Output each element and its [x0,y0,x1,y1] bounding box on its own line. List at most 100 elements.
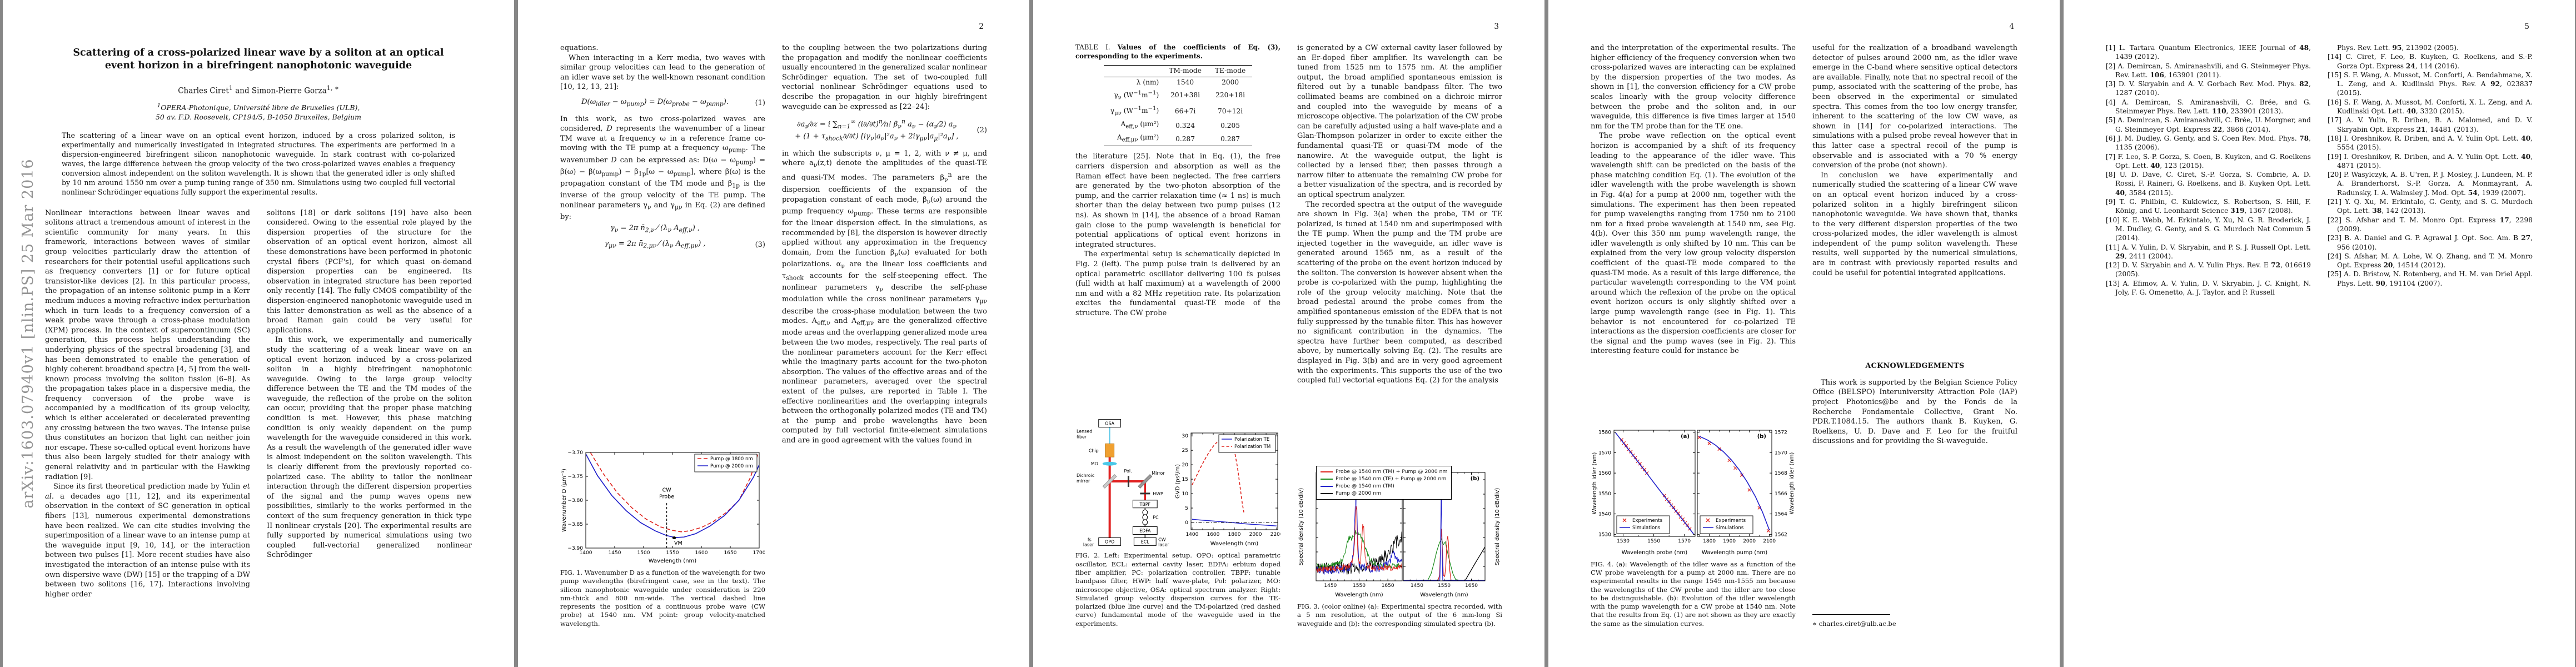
paragraph: is generated by a CW external cavity las… [1297,44,1502,199]
legend-entry: Probe @ 1540 nm (TM) [1321,482,1447,490]
equation-3a: γν = 2π n̄2,ν ⁄ (λν Aeff,ν) , [610,224,700,235]
reference-item: [6] J. M. Dudley, G. Genty, and S. Coen … [2106,134,2311,152]
figure-4b-chart: (b) 1800 1900 2000 2100 1562 1564 1566 1568 1570 1… [1696,426,1796,556]
svg-text:1650: 1650 [1382,583,1394,589]
svg-text:−3.70: −3.70 [567,450,583,456]
reference-item: [18] I. Oreshnikov, R. Driben, and A. V.… [2328,134,2533,152]
reference-item: [20] P. Wasylczyk, A. B. U'ren, P. J. Mo… [2328,171,2533,197]
table-row: λ (nm) 1540 2000 [1136,78,1239,86]
figure-2-caption: FIG. 2. Left: Experimental setup. OPO: o… [1075,551,1280,628]
svg-text:Wavelength (nm): Wavelength (nm) [1210,541,1258,547]
mirror-label: Mirror [1152,471,1165,476]
chip-box [1105,444,1115,458]
svg-text:1570: 1570 [1598,450,1611,456]
svg-text:Wavelength (nm): Wavelength (nm) [1335,592,1383,598]
opo-box [1098,537,1122,546]
svg-text:−3.85: −3.85 [567,522,583,527]
osa-label: OSA [1105,421,1114,426]
paragraph: equations. [560,44,599,52]
dichroic-mirror [1102,474,1117,489]
table-row: γν (W−1m−1) 201+38i 220+18i [1114,90,1245,101]
svg-text:Polarization TE: Polarization TE [1234,437,1269,442]
legend-swatch [1321,471,1333,472]
svg-text:1570: 1570 [1775,450,1787,456]
svg-text:1550: 1550 [1353,583,1366,589]
svg-text:1650: 1650 [724,550,737,556]
paragraph: solitons [18] or dark solitons [19] have… [267,208,472,335]
svg-text:15: 15 [1182,477,1188,482]
abstract: The scattering of a linear wave on an op… [62,131,455,196]
equation-2: ∂aν⁄∂z = i ∑n=1∞ (i∂/∂t)n⁄n! βνn aν − (α… [795,118,987,142]
svg-text:Simulations: Simulations [1632,525,1661,531]
svg-text:1900: 1900 [1723,539,1736,544]
paragraph: to the coupling between the two polariza… [782,44,987,111]
affiliation-line-2: 50 av. F.D. Roosevelt, CP194/5, B-1050 B… [155,112,362,121]
paragraph: The probe wave reflection on the optical… [1591,132,1796,356]
edfa-label: EDFA [1139,529,1151,534]
references-right-column: Phys. Rev. Lett. 95, 213902 (2005). [14] … [2328,43,2533,628]
svg-text:1566: 1566 [1775,491,1787,496]
svg-text:Wavenumber D (μm⁻¹): Wavenumber D (μm⁻¹) [561,469,567,532]
hwp-label: HWP [1153,491,1163,496]
page-number: 3 [1494,22,1499,31]
svg-text:Wavelength idler (nm): Wavelength idler (nm) [1789,452,1795,514]
figure-4: (a) 1530 1550 1570 1530 1540 1550 1560 1570 1580 W… [1591,426,1796,628]
table-1-caption: TABLE I. Values of the coefficients of E… [1075,43,1280,60]
footnote-email: ∗ charles.ciret@ulb.ac.be [1812,620,1896,628]
legend-entry: Pump @ 2000 nm [1321,490,1447,497]
page-1: arXiv:1603.07940v1 [nlin.PS] 25 Mar 2016… [3,0,514,667]
reference-item: [22] S. Afshar and T. M. Monro Opt. Expr… [2328,216,2533,233]
svg-text:1568: 1568 [1775,471,1787,476]
table-row: Aeff,μν (μm²) 0.287 0.287 [1117,133,1240,143]
mo-label: MO [1091,461,1098,466]
svg-text:Wavelength idler (nm): Wavelength idler (nm) [1592,452,1598,514]
legend-entry: Probe @ 1540 nm (TE) + Pump @ 2000 nm [1321,475,1447,482]
svg-text:5: 5 [1185,506,1188,511]
lensed-fiber-label: Lensed [1077,429,1092,434]
svg-text:Probe: Probe [659,494,674,500]
svg-text:1550: 1550 [1647,539,1660,544]
legend-swatch [1321,485,1333,487]
svg-text:CW: CW [662,487,672,493]
svg-text:1550: 1550 [666,550,679,556]
paragraph: When interacting in a Kerr media, two wa… [560,53,765,92]
footnote-block: ∗ charles.ciret@ulb.ac.be [1812,614,2017,628]
svg-text:VM: VM [674,540,682,546]
page4-right-column: useful for the realization of a broadban… [1812,43,2017,628]
paragraph: in which the subscripts ν, μ = 1, 2, wit… [782,149,987,445]
figure-1-caption: FIG. 1. Wavenumber D as a function of th… [560,568,765,628]
reference-item: Phys. Rev. Lett. 95, 213902 (2005). [2337,44,2459,52]
svg-text:20: 20 [1182,462,1189,468]
figure-2: OSA Lensed fiber Chip MO Dichroic mirror… [1075,417,1280,628]
page1-right-column: solitons [18] or dark solitons [19] have… [267,208,472,628]
figure-3-caption: FIG. 3. (color online) (a): Experimental… [1297,603,1502,628]
equation-1: D(ωidler − ωpump) = D(ωprobe − ωpump). (… [581,97,765,108]
acknowledgements-text: This work is supported by the Belgian Sc… [1812,378,2017,446]
page-number: 2 [979,22,984,31]
reference-item: [16] S. F. Wang, A. Mussot, M. Conforti,… [2328,98,2533,116]
paragraph: In this work, we experimentally and nume… [267,336,472,560]
svg-text:2000: 2000 [1249,532,1262,537]
reference-item: [19] I. Oreshnikov, R. Driben, and A. V.… [2328,152,2533,170]
acknowledgements-heading: ACKNOWLEDGEMENTS [1865,362,1965,371]
svg-text:1450: 1450 [1411,583,1423,589]
paragraph: the literature [25]. Note that in Eq. (1… [1075,152,1280,249]
chip-label: Chip [1089,449,1099,454]
svg-text:(b): (b) [1471,476,1479,482]
svg-text:1400: 1400 [1185,532,1198,537]
svg-text:Wavelength (nm): Wavelength (nm) [1420,592,1468,598]
svg-text:1800: 1800 [1228,532,1241,537]
svg-text:Wavelength probe (nm): Wavelength probe (nm) [1622,550,1688,556]
table-row: Aeff,ν (μm²) 0.324 0.205 [1120,120,1240,130]
svg-text:2000: 2000 [1743,539,1756,544]
svg-text:1570: 1570 [1678,539,1691,544]
figure-2-setup-diagram: OSA Lensed fiber Chip MO Dichroic mirror… [1077,419,1169,547]
microscope-objective-lens [1102,462,1117,466]
svg-text:Wavelength pump (nm): Wavelength pump (nm) [1702,550,1767,556]
svg-text:Spectral density (10 dB/div): Spectral density (10 dB/div) [1298,488,1304,566]
page-number: 5 [2524,22,2529,31]
paragraph: Nonlinear interactions between linear wa… [45,208,250,481]
reference-item: [25] A. D. Bristow, N. Rotenberg, and H.… [2328,270,2533,287]
svg-text:−3.90: −3.90 [567,546,583,551]
